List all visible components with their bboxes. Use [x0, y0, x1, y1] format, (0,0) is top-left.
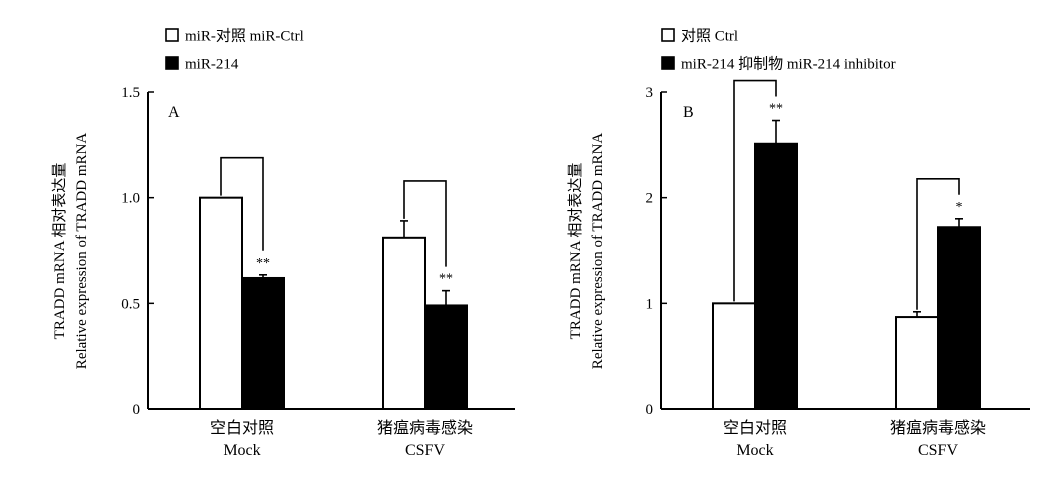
panel-label: B [683, 104, 694, 121]
y-axis-label-en: Relative expression of TRADD mRNA [590, 133, 606, 370]
y-tick-label: 3 [646, 85, 654, 101]
significance-marker: * [956, 200, 963, 215]
legend-label: miR-214 [185, 57, 239, 73]
significance-bracket [403, 180, 447, 267]
x-category-label-cn: 空白对照 [723, 419, 787, 437]
x-category-label-en: Mock [223, 442, 260, 459]
significance-marker: ** [769, 102, 783, 117]
x-category-label-cn: 空白对照 [210, 419, 274, 437]
bar [754, 142, 798, 410]
bar [424, 304, 468, 410]
x-category-label-en: CSFV [918, 442, 958, 459]
y-tick-label: 0 [133, 402, 141, 418]
y-tick-label: 2 [646, 191, 654, 207]
bar [241, 276, 285, 410]
x-category-label-cn: 猪瘟病毒感染 [890, 419, 986, 437]
panel-label: A [168, 104, 180, 121]
significance-bracket [220, 156, 264, 251]
y-tick-label: 0.5 [121, 296, 140, 312]
y-tick-label: 1.0 [121, 191, 140, 207]
x-category-label-cn: 猪瘟病毒感染 [377, 419, 473, 437]
bar [199, 196, 243, 410]
significance-marker: ** [439, 272, 453, 287]
bar [712, 302, 756, 411]
y-axis-label-en: Relative expression of TRADD mRNA [74, 133, 90, 370]
legend-label: miR-214 抑制物 miR-214 inhibitor [681, 56, 896, 73]
legend-swatch [661, 56, 675, 70]
y-tick-label: 1 [646, 296, 654, 312]
chart-panel-b: 对照 Ctrl miR-214 抑制物 miR-214 inhibitor 0 1 2 3… [567, 28, 1030, 459]
legend-swatch [165, 56, 179, 70]
bar [895, 316, 939, 411]
y-tick-label: 1.5 [121, 85, 140, 101]
significance-bracket [916, 178, 960, 310]
legend-label: 对照 Ctrl [681, 28, 738, 45]
significance-bracket [733, 79, 777, 302]
y-axis-label-cn: TRADD mRNA 相对表达量 [51, 163, 68, 340]
legend-swatch [661, 28, 675, 42]
y-axis-label-cn: TRADD mRNA 相对表达量 [567, 163, 584, 340]
legend-swatch [165, 28, 179, 42]
chart-panel-a: miR-对照 miR-Ctrl miR-214 0 0.5 1.0 1.5 TRADD mR… [51, 28, 515, 459]
legend-label: miR-对照 miR-Ctrl [185, 28, 304, 45]
x-category-label-en: CSFV [405, 442, 445, 459]
y-tick-label: 0 [646, 402, 654, 418]
x-category-label-en: Mock [736, 442, 773, 459]
bar [382, 236, 426, 410]
significance-marker: ** [256, 256, 270, 271]
bar [937, 226, 981, 410]
